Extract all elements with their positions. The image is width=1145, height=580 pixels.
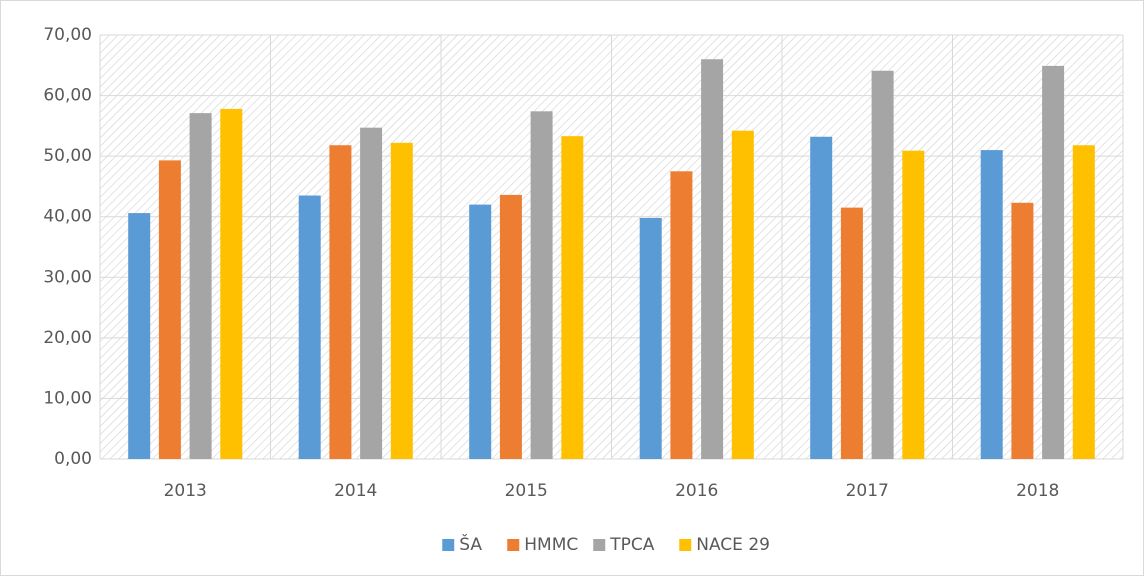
bar xyxy=(561,136,584,459)
x-tick-label: 2016 xyxy=(675,481,718,501)
bar xyxy=(840,207,863,459)
legend-swatch xyxy=(507,539,520,551)
y-tick-label: 30,00 xyxy=(43,267,92,287)
x-tick-label: 2013 xyxy=(164,481,207,501)
bar xyxy=(390,142,413,459)
bar xyxy=(530,111,553,459)
x-tick-label: 2015 xyxy=(505,481,548,501)
bar xyxy=(871,70,894,459)
legend-swatch xyxy=(679,539,692,551)
legend-swatch xyxy=(442,539,455,551)
legend-swatch xyxy=(593,539,606,551)
x-tick-label: 2014 xyxy=(334,481,377,501)
bar xyxy=(980,150,1003,460)
bar xyxy=(1011,202,1034,460)
y-tick-label: 0,00 xyxy=(54,449,92,469)
legend-label: HMMC xyxy=(524,535,578,555)
bar xyxy=(902,150,925,460)
x-tick-label: 2018 xyxy=(1016,481,1059,501)
legend-label: TPCA xyxy=(609,535,655,555)
bar xyxy=(731,130,754,459)
y-tick-label: 20,00 xyxy=(43,328,92,348)
bar xyxy=(499,194,522,459)
bar xyxy=(639,217,662,459)
bar xyxy=(220,108,243,459)
y-tick-label: 70,00 xyxy=(43,25,92,45)
bar xyxy=(298,195,321,459)
bar xyxy=(158,160,181,459)
bar xyxy=(128,213,151,459)
bar xyxy=(701,59,724,459)
bar xyxy=(1042,65,1065,460)
legend-label: ŠA xyxy=(459,533,482,555)
bar xyxy=(670,171,693,460)
bar xyxy=(810,136,833,459)
bar xyxy=(360,127,383,459)
x-tick-label: 2017 xyxy=(846,481,889,501)
y-tick-label: 50,00 xyxy=(43,146,92,166)
bar xyxy=(1072,145,1095,460)
y-tick-label: 60,00 xyxy=(43,86,92,106)
y-tick-label: 10,00 xyxy=(43,388,92,408)
bar xyxy=(189,113,212,459)
bar xyxy=(329,145,352,460)
legend-label: NACE 29 xyxy=(696,535,770,555)
bar xyxy=(469,204,492,459)
y-tick-label: 40,00 xyxy=(43,207,92,227)
